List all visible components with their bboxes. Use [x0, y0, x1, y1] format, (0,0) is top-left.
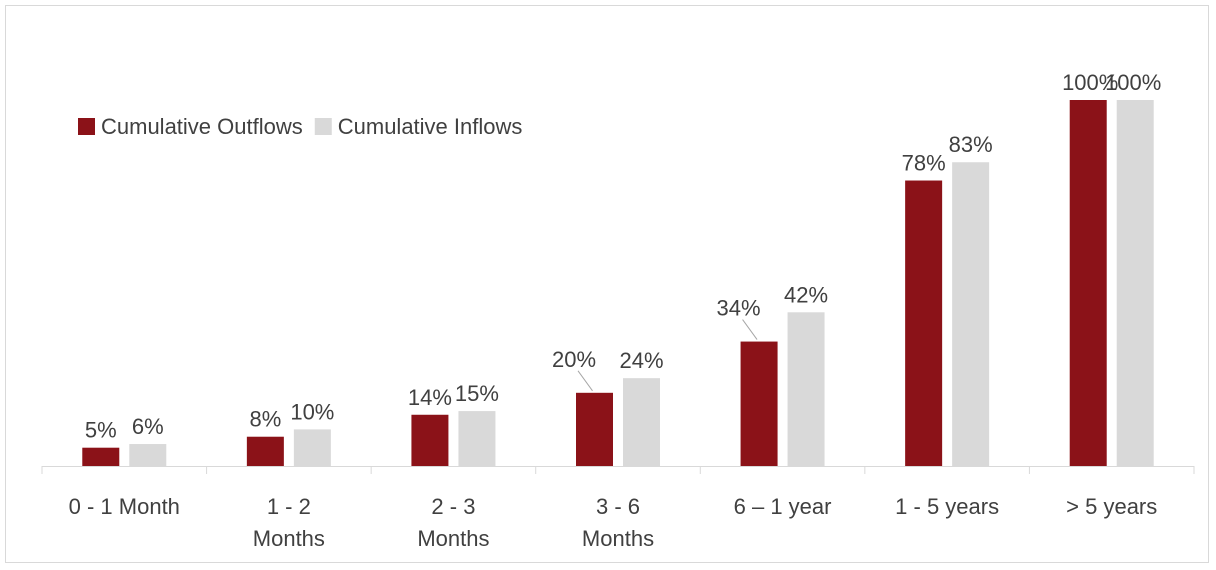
data-label: 78%	[902, 151, 946, 176]
data-label: 14%	[408, 385, 452, 410]
data-label: 83%	[949, 132, 993, 157]
data-label: 5%	[85, 418, 117, 443]
data-label: 42%	[784, 282, 828, 307]
bar-outflows	[740, 341, 778, 466]
data-label: 100%	[1105, 70, 1161, 95]
x-tick-label: 6 – 1 year	[734, 494, 832, 519]
bar-outflows	[1069, 100, 1107, 466]
data-label: 6%	[132, 414, 164, 439]
data-label: 8%	[249, 407, 281, 432]
x-axis-labels: 0 - 1 Month 1 - 2 Months 2 - 3 Months 3 - 6 Mo…	[69, 494, 1158, 551]
data-labels: 5% 6% 8% 10% 14% 15% 20% 24% 34% 42% 78%83% 100%100…	[85, 70, 1161, 443]
legend: Cumulative Outflows Cumulative Inflows	[78, 114, 522, 139]
x-tick-label: 2 - 3	[431, 494, 475, 519]
bar-inflows	[458, 411, 496, 466]
bar-inflows	[623, 378, 660, 466]
x-axis-ticks	[41, 466, 1195, 474]
data-label: 20%	[552, 347, 596, 372]
bar-inflows	[1116, 100, 1154, 466]
x-tick-label: Months	[582, 526, 654, 551]
data-label: 10%	[290, 399, 334, 424]
legend-label: Cumulative Outflows	[101, 114, 303, 139]
x-tick-label: 0 - 1 Month	[69, 494, 180, 519]
data-label: 24%	[619, 348, 663, 373]
data-label-leader-line	[742, 319, 758, 340]
bar-outflows	[246, 436, 284, 466]
data-label: 15%	[455, 381, 499, 406]
legend-swatch	[314, 118, 332, 135]
bar-inflows	[293, 429, 331, 466]
legend-swatch	[78, 118, 95, 135]
data-label-leader-line	[577, 370, 593, 392]
bar-outflows	[905, 180, 943, 466]
x-tick-label: 3 - 6	[596, 494, 640, 519]
bar-outflows	[411, 414, 449, 466]
bar-inflows	[787, 312, 825, 466]
data-label: 100%	[1062, 70, 1118, 95]
legend-label: Cumulative Inflows	[338, 114, 523, 139]
data-label: 34%	[717, 296, 761, 321]
x-tick-label: 1 - 5 years	[895, 494, 999, 519]
bar-inflows	[952, 162, 990, 466]
x-tick-label: > 5 years	[1066, 494, 1157, 519]
bar-outflows	[576, 392, 613, 466]
chart-area	[5, 5, 1209, 563]
bars	[82, 100, 1154, 466]
x-tick-label: 1 - 2	[267, 494, 311, 519]
bar-inflows	[129, 444, 167, 466]
bar-outflows	[82, 447, 120, 466]
x-tick-label: Months	[253, 526, 325, 551]
x-tick-label: Months	[417, 526, 489, 551]
